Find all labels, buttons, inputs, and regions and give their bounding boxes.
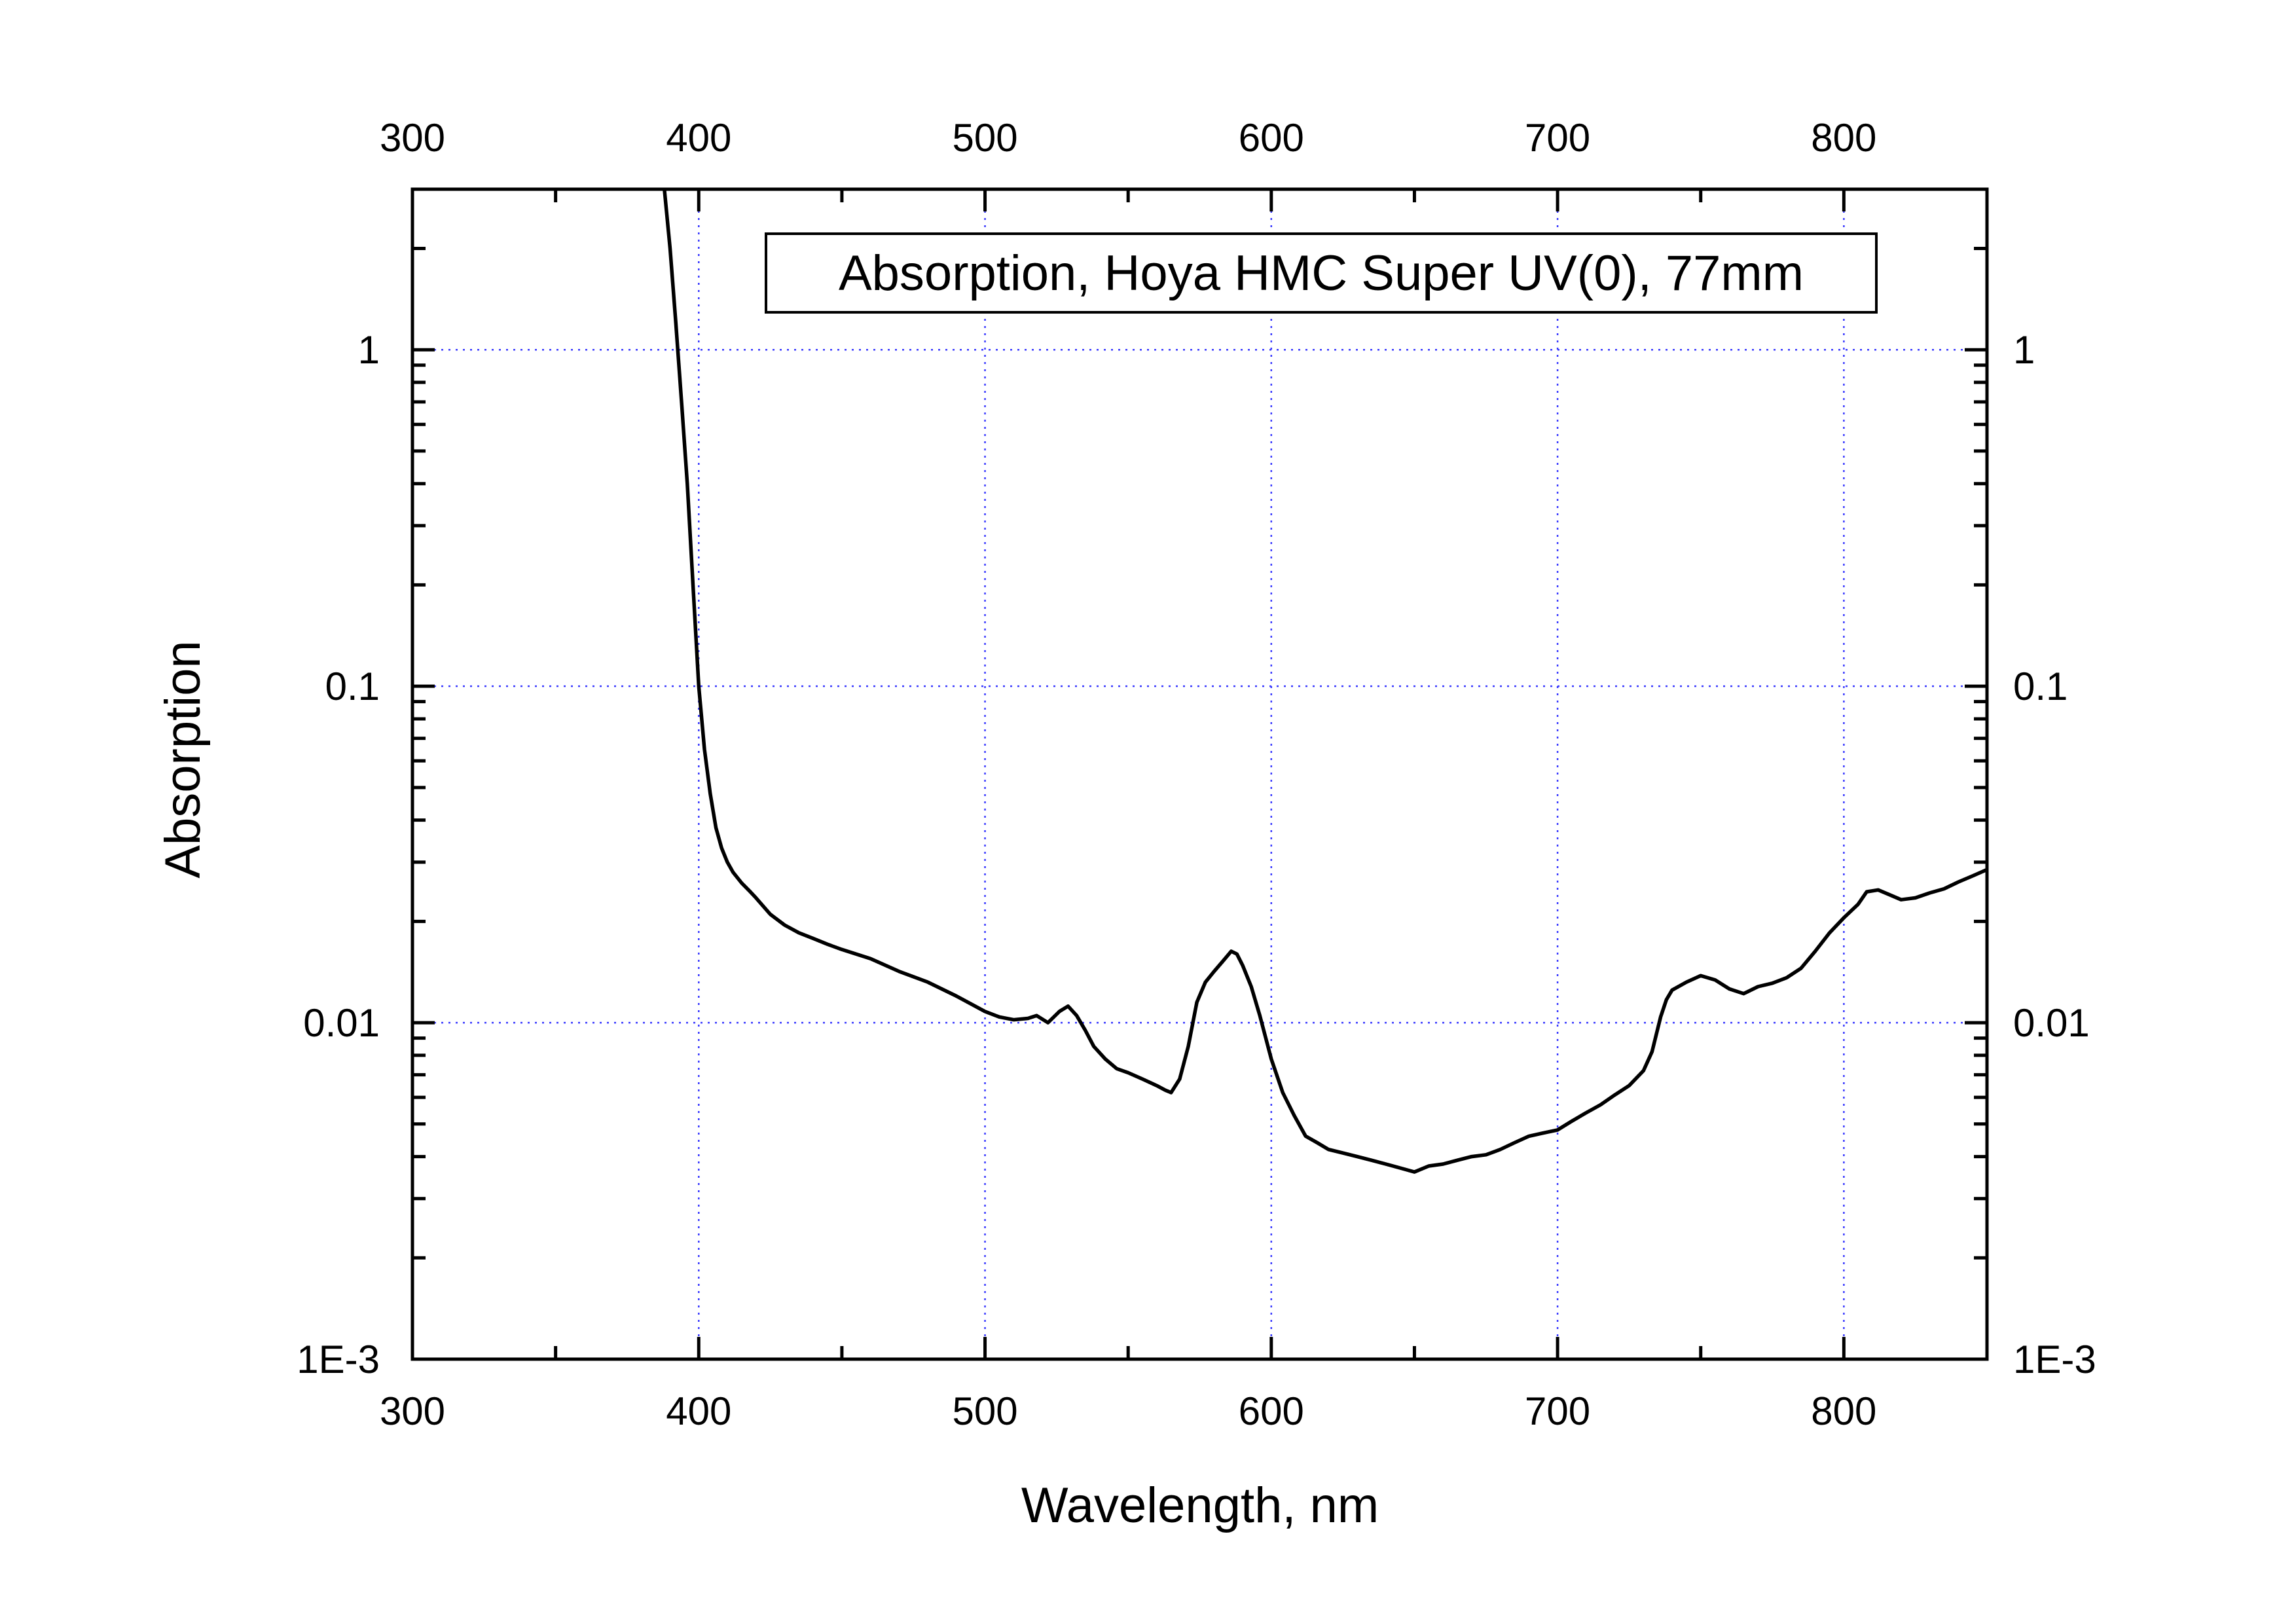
x-tick-label-top: 800 bbox=[1811, 116, 1876, 160]
x-axis-title: Wavelength, nm bbox=[1021, 1478, 1379, 1533]
x-tick-label-top: 600 bbox=[1239, 116, 1304, 160]
x-tick-label-bottom: 700 bbox=[1525, 1389, 1590, 1433]
tick-labels: 300 300 400 400 500 500 600 600 700 700 800 800 1E-3… bbox=[297, 116, 2096, 1433]
x-tick-label-bottom: 500 bbox=[952, 1389, 1017, 1433]
x-tick-label-bottom: 600 bbox=[1239, 1389, 1304, 1433]
y-axis-title: Absorption bbox=[155, 640, 211, 878]
axis-ticks bbox=[410, 187, 1989, 1361]
x-tick-label-top: 400 bbox=[666, 116, 731, 160]
x-tick-label-top: 700 bbox=[1525, 116, 1590, 160]
x-tick-label-bottom: 800 bbox=[1811, 1389, 1876, 1433]
y-tick-label-right: 0.01 bbox=[2013, 1001, 2090, 1045]
y-tick-label-right: 0.1 bbox=[2013, 665, 2068, 708]
y-tick-label-left: 0.01 bbox=[303, 1001, 380, 1045]
y-tick-label-left: 1 bbox=[358, 328, 380, 372]
x-tick-label-top: 300 bbox=[380, 116, 445, 160]
y-tick-label-left: 1E-3 bbox=[297, 1338, 380, 1381]
legend: Absorption, Hoya HMC Super UV(0), 77mm bbox=[765, 232, 1878, 314]
legend-box bbox=[765, 232, 1878, 314]
y-tick-label-right: 1E-3 bbox=[2013, 1338, 2096, 1381]
absorption-line bbox=[663, 189, 1987, 1174]
legend-label: Absorption, Hoya HMC Super UV(0), 77mm bbox=[839, 246, 1804, 301]
y-tick-label-left: 0.1 bbox=[325, 665, 380, 708]
x-tick-label-top: 500 bbox=[952, 116, 1017, 160]
plot-frame bbox=[410, 187, 1989, 1361]
x-tick-label-bottom: 400 bbox=[666, 1389, 731, 1433]
grid-lines bbox=[412, 189, 1987, 1359]
x-tick-label-bottom: 300 bbox=[380, 1389, 445, 1433]
y-tick-label-right: 1 bbox=[2013, 328, 2035, 372]
